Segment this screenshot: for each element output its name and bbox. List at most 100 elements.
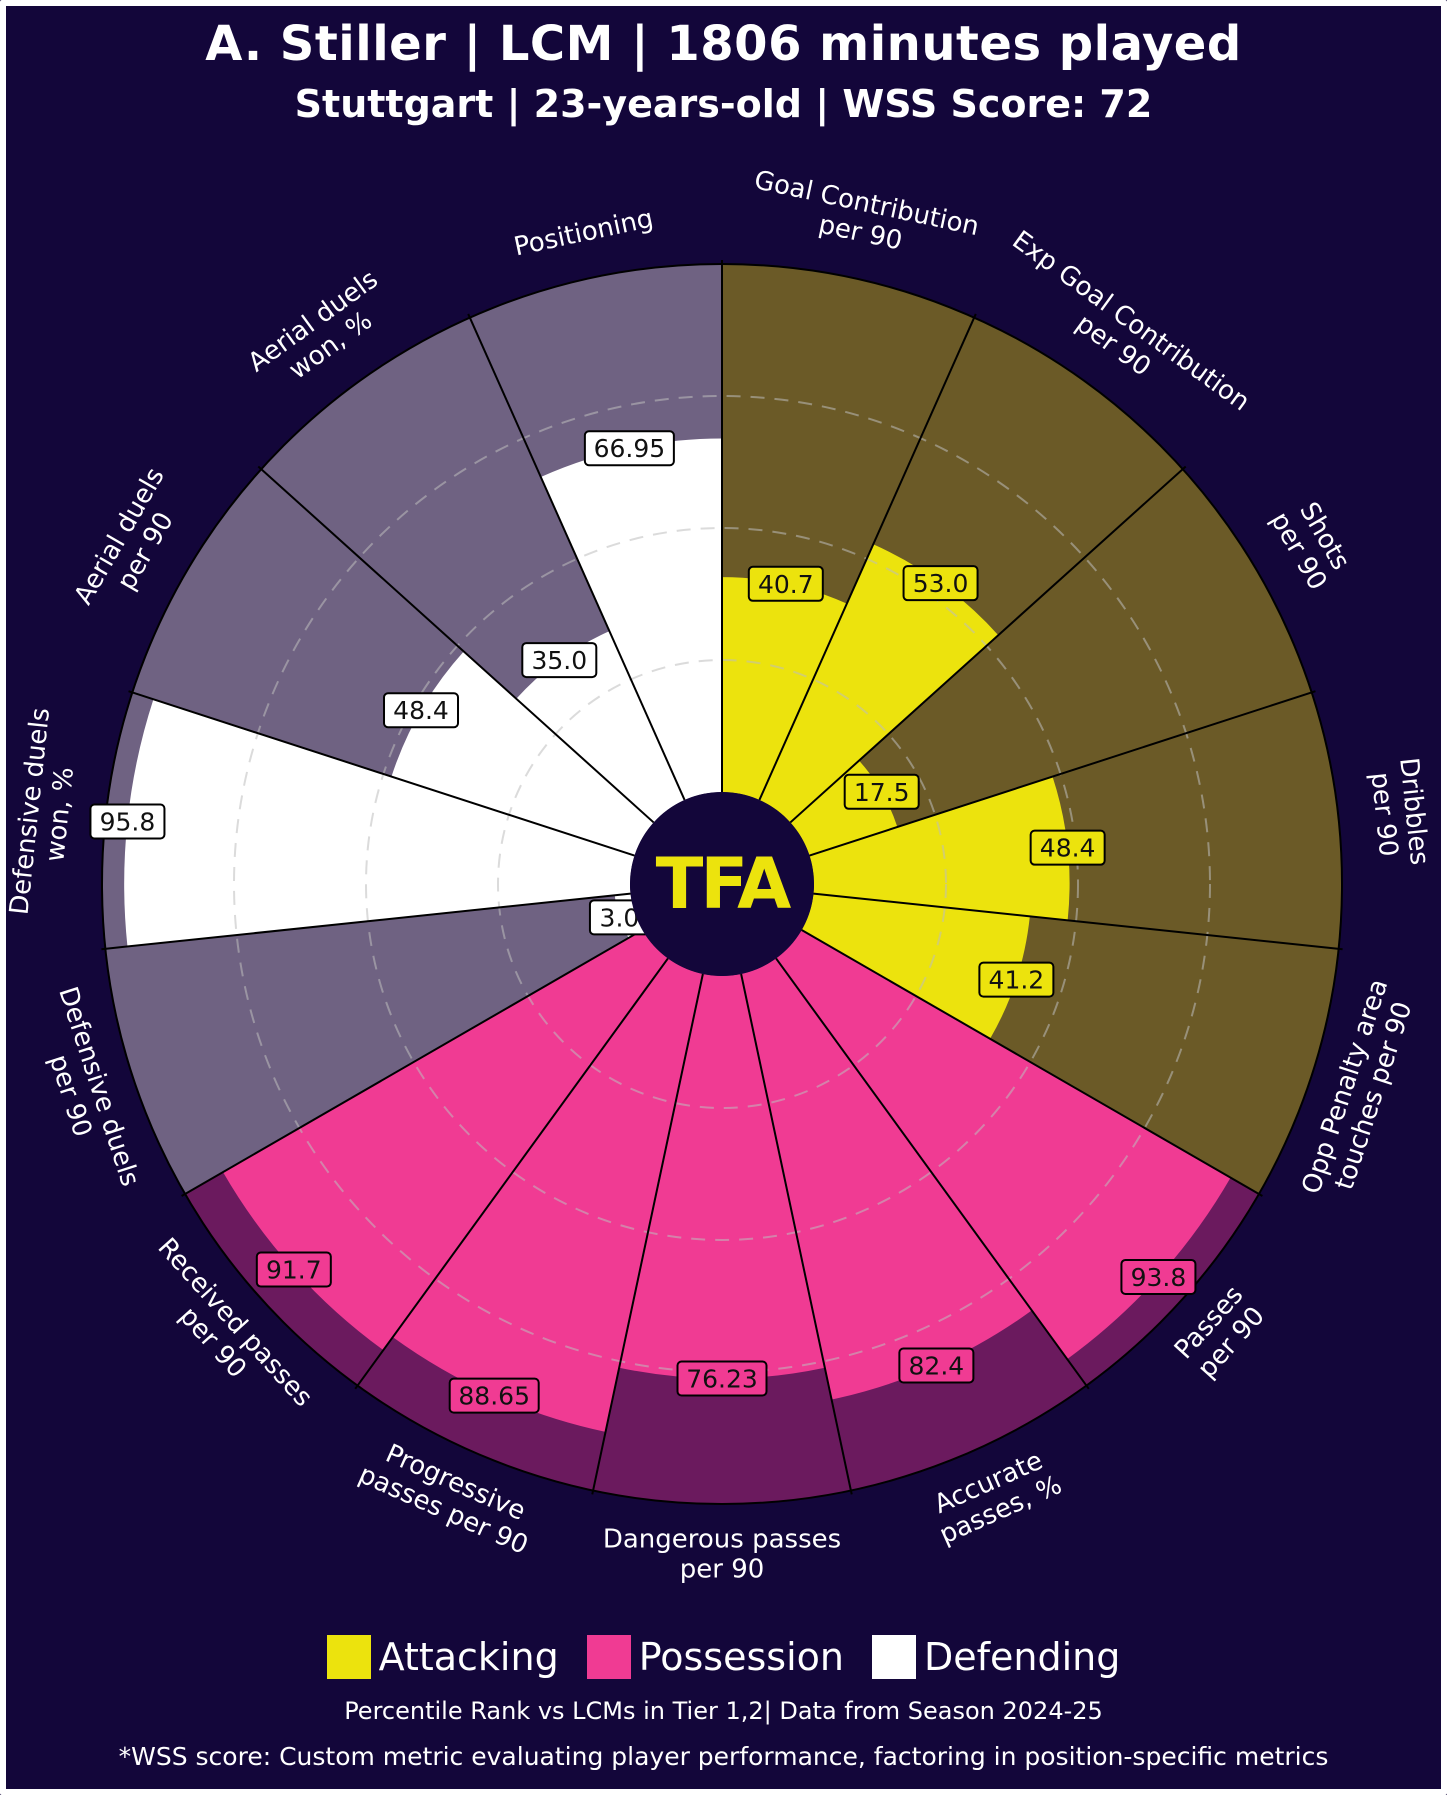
value-label-box bbox=[1120, 1258, 1197, 1295]
wedge-divider bbox=[257, 465, 655, 824]
value-label-box bbox=[448, 1377, 540, 1414]
center-circle bbox=[630, 792, 814, 976]
wedge-divider bbox=[789, 465, 1187, 824]
value-label-text: 91.7 bbox=[266, 1256, 322, 1285]
value-label-passes-per-90: 93.8 bbox=[1120, 1258, 1197, 1295]
legend: Attacking Possession Defending bbox=[0, 1635, 1447, 1679]
value-label-box bbox=[1029, 829, 1106, 866]
wedge-value-passes-per-90 bbox=[776, 930, 1231, 1360]
grid-rings bbox=[233, 395, 1211, 1373]
outer-ring-line bbox=[101, 263, 1343, 1505]
wedge-divider bbox=[591, 973, 704, 1495]
value-label-goal-contribution-per-90: 40.7 bbox=[747, 565, 824, 602]
wedge-values bbox=[124, 438, 1231, 1432]
value-label-opp-penalty-area-touches-per-90: 41.2 bbox=[978, 961, 1055, 998]
metric-label-positioning: Positioning bbox=[511, 204, 656, 263]
value-label-text: 53.0 bbox=[913, 569, 969, 598]
grid-ring bbox=[365, 527, 1079, 1241]
grid-ring bbox=[233, 395, 1211, 1373]
wedge-value-accurate-passes bbox=[741, 958, 1032, 1400]
value-label-text: 48.4 bbox=[393, 696, 449, 725]
wedge-divider bbox=[181, 929, 643, 1197]
legend-item-possession: Possession bbox=[586, 1635, 844, 1679]
value-label-box bbox=[978, 961, 1055, 998]
value-label-accurate-passes: 82.4 bbox=[898, 1347, 975, 1384]
wedge-divider bbox=[775, 957, 1090, 1390]
value-label-text: 76.23 bbox=[686, 1364, 758, 1393]
legend-item-attacking: Attacking bbox=[326, 1635, 559, 1679]
wedge-divider bbox=[740, 973, 853, 1495]
wedge-value-opp-penalty-area-touches-per-90 bbox=[801, 893, 1030, 1039]
wedge-value-progressive-passes-per-90 bbox=[392, 958, 703, 1432]
value-label-received-passes-per-90: 91.7 bbox=[255, 1251, 332, 1288]
value-label-box bbox=[898, 1347, 975, 1384]
wedge-divider bbox=[101, 892, 631, 951]
wedge-value-exp-goal-contribution-per-90 bbox=[759, 544, 999, 823]
metric-label-line: Dangerous passes bbox=[603, 1525, 841, 1555]
wedge-divider bbox=[801, 929, 1263, 1197]
legend-swatch-possession bbox=[586, 1635, 631, 1679]
legend-swatch-attacking bbox=[326, 1635, 371, 1679]
value-label-box bbox=[902, 565, 979, 602]
outer-ring bbox=[101, 263, 1343, 1505]
wedge-value-aerial-duels-won bbox=[516, 631, 685, 823]
grid-ring bbox=[497, 659, 947, 1109]
wedge-divider bbox=[467, 313, 686, 801]
legend-label-attacking: Attacking bbox=[378, 1635, 559, 1679]
value-labels: 40.7 53.0 17.5 48.4 41.2 93.8 82.4 76.23 88.65 91… bbox=[89, 430, 1197, 1414]
value-label-dangerous-passes-per-90: 76.23 bbox=[676, 1360, 768, 1397]
chart-title: A. Stiller | LCM | 1806 minutes played bbox=[205, 16, 1242, 72]
wedge-value-dangerous-passes-per-90 bbox=[619, 973, 825, 1379]
value-label-text: 48.4 bbox=[1040, 834, 1096, 863]
wedge-value-defensive-duels-won bbox=[124, 699, 635, 947]
wedge-bg-defensive-duels-per-90 bbox=[105, 893, 643, 1194]
wedge-value-dribbles-per-90 bbox=[809, 776, 1070, 921]
value-label-aerial-duels-won: 35.0 bbox=[521, 642, 598, 679]
center-logo: TFA bbox=[656, 843, 792, 925]
value-label-box bbox=[383, 692, 460, 729]
wedge-bg-shots-per-90 bbox=[790, 469, 1312, 856]
wedge-divider bbox=[354, 957, 669, 1390]
value-label-text: 66.95 bbox=[594, 434, 666, 463]
legend-item-defending: Defending bbox=[871, 1635, 1121, 1679]
value-label-shots-per-90: 17.5 bbox=[843, 773, 920, 810]
center-badge: TFA bbox=[630, 792, 814, 976]
value-label-box bbox=[89, 803, 166, 840]
value-label-text: 93.8 bbox=[1131, 1263, 1187, 1292]
value-label-box bbox=[843, 773, 920, 810]
value-label-positioning: 66.95 bbox=[583, 430, 675, 467]
value-label-text: 35.0 bbox=[531, 646, 587, 675]
value-label-exp-goal-contribution-per-90: 53.0 bbox=[902, 565, 979, 602]
wedge-dividers bbox=[101, 260, 1343, 1495]
footnote-wss: *WSS score: Custom metric evaluating pla… bbox=[118, 1742, 1329, 1771]
value-label-aerial-duels-per-90: 48.4 bbox=[383, 692, 460, 729]
wedge-divider bbox=[758, 313, 977, 801]
value-label-text: 82.4 bbox=[909, 1352, 965, 1381]
value-label-text: 17.5 bbox=[854, 778, 910, 807]
value-label-box bbox=[583, 430, 675, 467]
legend-label-defending: Defending bbox=[923, 1635, 1121, 1679]
wedge-value-goal-contribution-per-90 bbox=[722, 577, 847, 800]
value-label-box bbox=[676, 1360, 768, 1397]
metric-label-line: per 90 bbox=[680, 1555, 765, 1585]
value-label-progressive-passes-per-90: 88.65 bbox=[448, 1377, 540, 1414]
value-label-text: 40.7 bbox=[758, 570, 814, 599]
wedge-divider bbox=[809, 690, 1316, 857]
value-label-box bbox=[521, 642, 598, 679]
wedge-divider bbox=[813, 892, 1343, 951]
value-label-text: 88.65 bbox=[458, 1382, 530, 1411]
wedge-value-positioning bbox=[540, 438, 722, 800]
footnote-percentile: Percentile Rank vs LCMs in Tier 1,2| Dat… bbox=[344, 1697, 1103, 1725]
value-label-box bbox=[255, 1251, 332, 1288]
value-label-dribbles-per-90: 48.4 bbox=[1029, 829, 1106, 866]
metric-label-line: Positioning bbox=[511, 204, 656, 263]
chart-subtitle: Stuttgart | 23-years-old | WSS Score: 72 bbox=[294, 82, 1153, 126]
legend-label-possession: Possession bbox=[638, 1635, 844, 1679]
wedge-divider bbox=[128, 690, 635, 857]
value-label-text: 95.8 bbox=[100, 808, 156, 837]
